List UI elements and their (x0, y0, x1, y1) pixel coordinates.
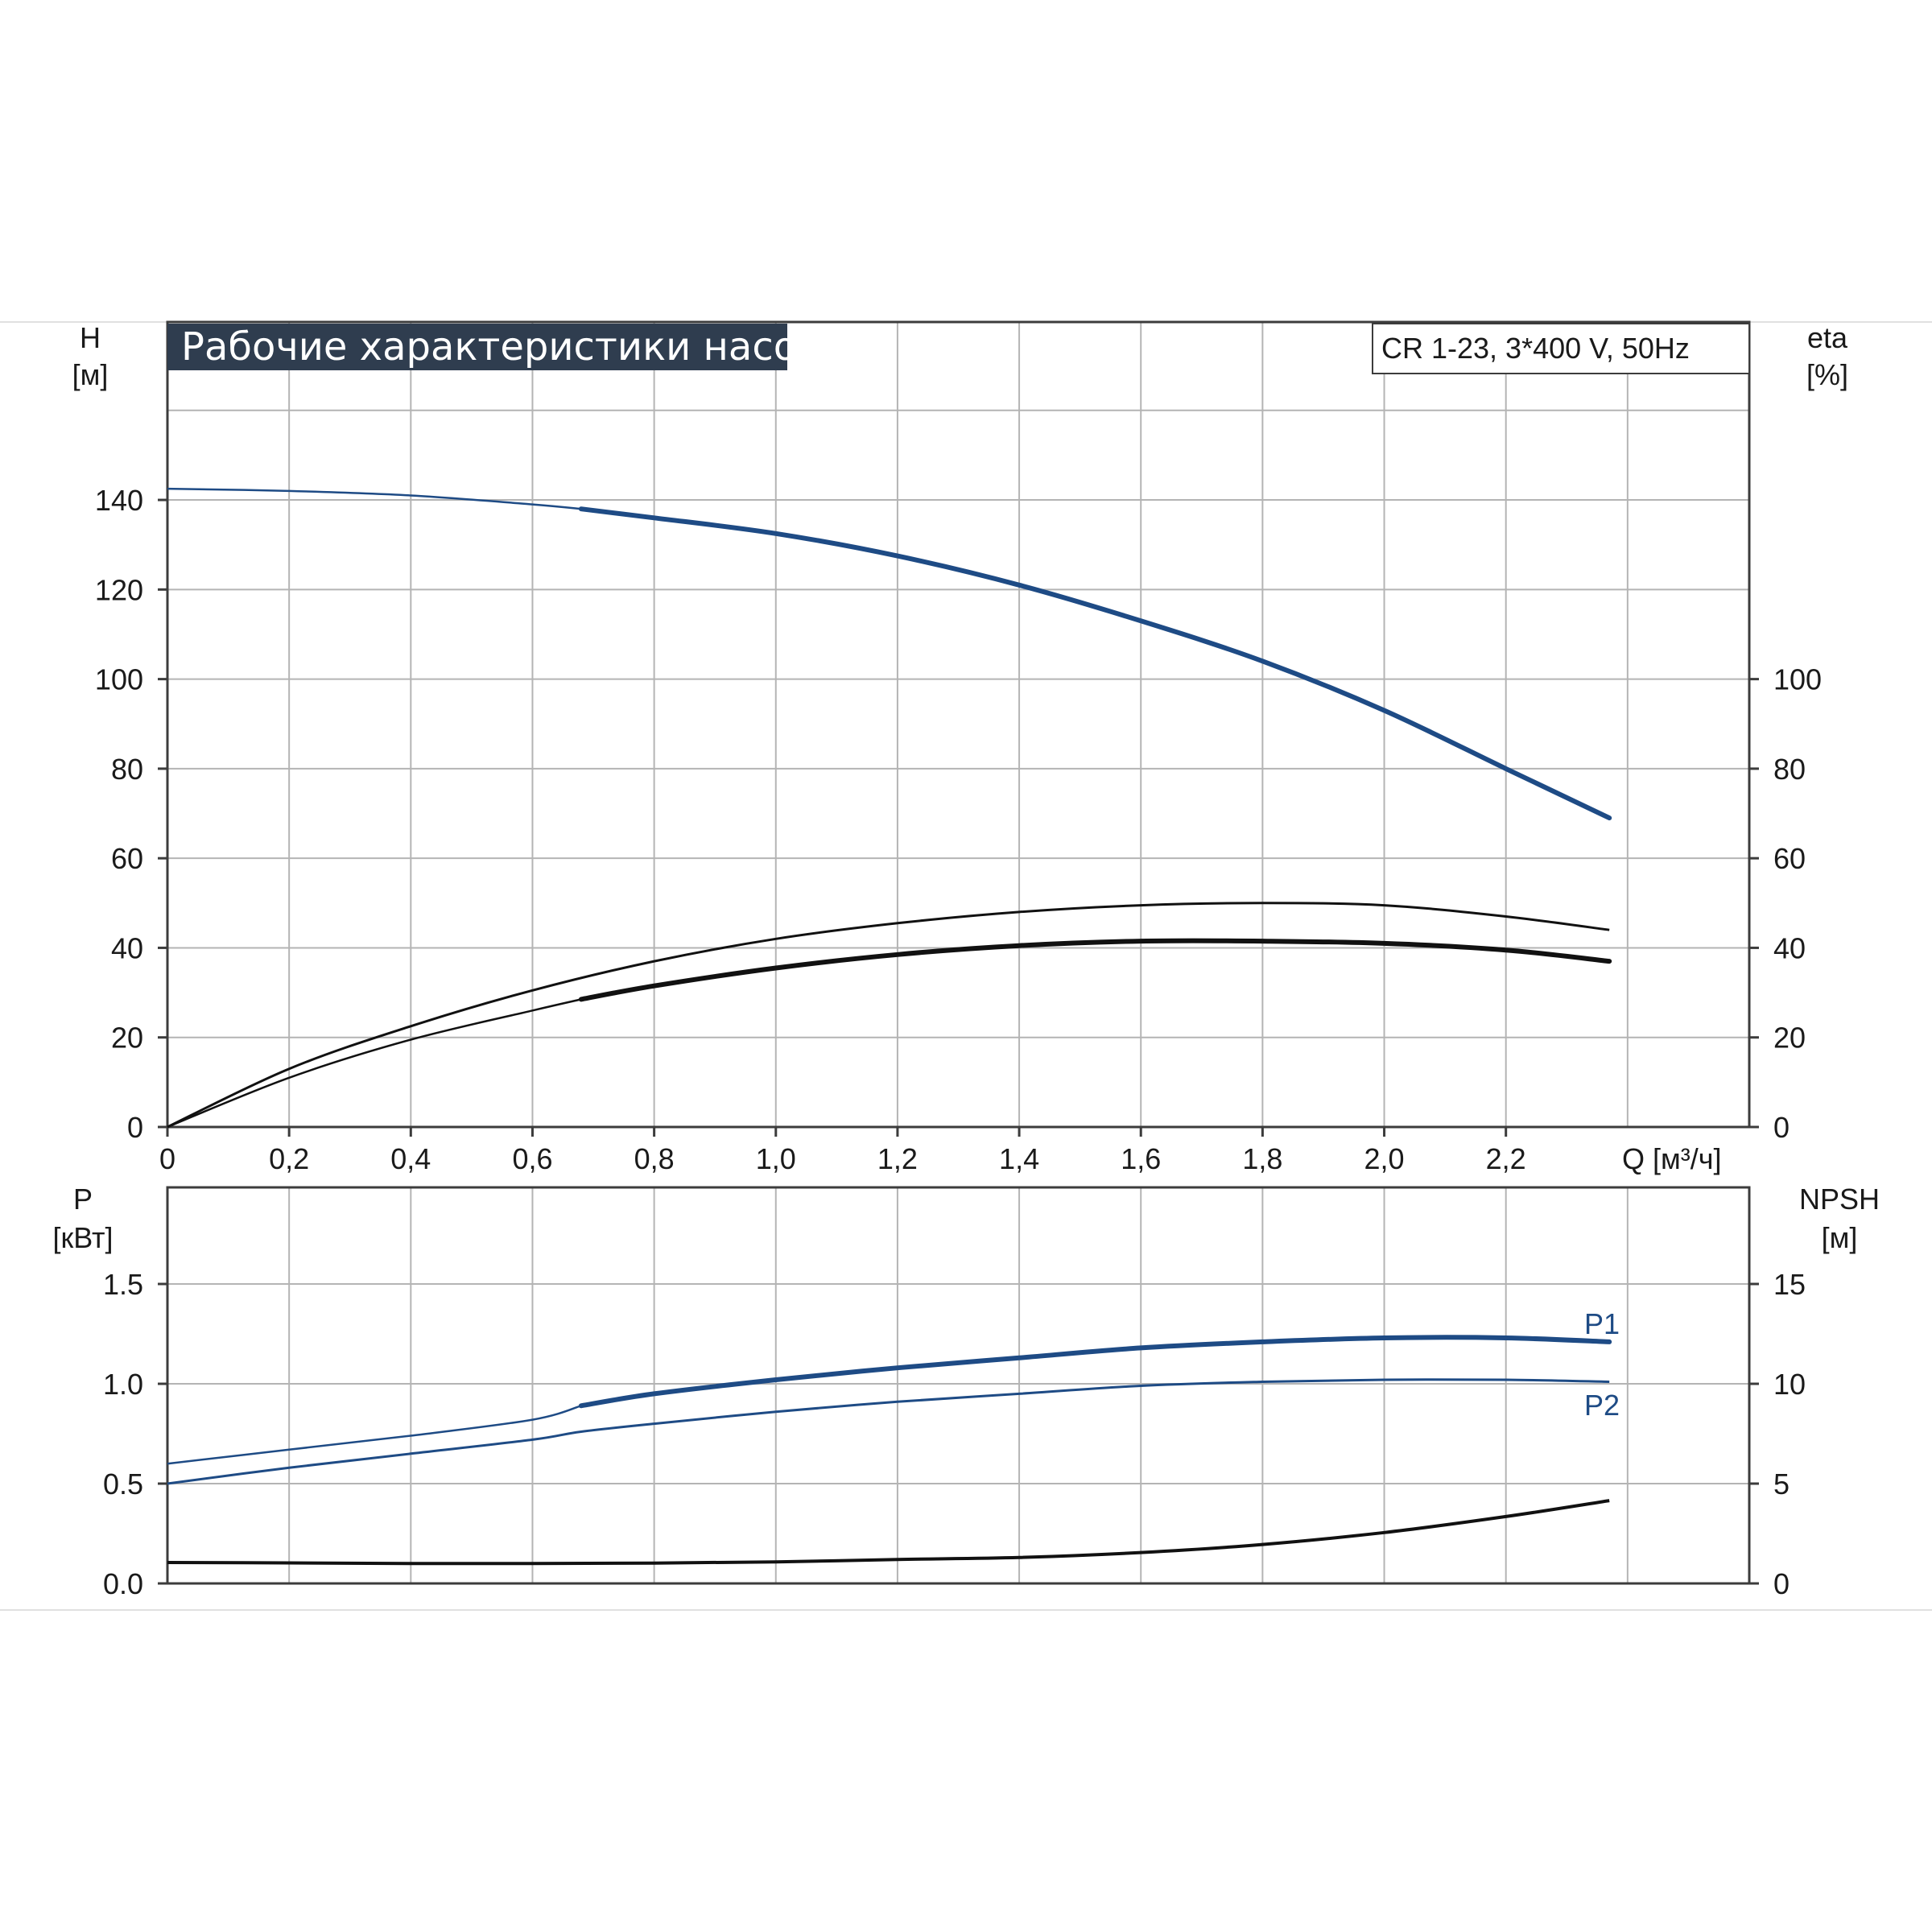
npsh-axis-unit: [м] (1822, 1221, 1858, 1254)
x-tick-label: 1,0 (756, 1142, 796, 1175)
x-tick-label: 1,6 (1121, 1142, 1161, 1175)
h-axis-unit: [м] (72, 358, 109, 391)
p2-series-label: P2 (1584, 1389, 1620, 1422)
lower-gridlines (167, 1187, 1750, 1584)
p-axis-unit: [кВт] (52, 1221, 113, 1254)
h-tick-label: 100 (95, 663, 143, 696)
npsh-axis-title: NPSH (1799, 1183, 1880, 1216)
x-tick-label: 0,6 (512, 1142, 552, 1175)
q-axis-title: Q [м³/ч] (1622, 1142, 1722, 1175)
head-curve-line-low (167, 487, 582, 510)
efficiency-lower-line (578, 938, 1612, 1002)
p-tick-label: 0.5 (103, 1468, 143, 1501)
x-tick-label: 1,8 (1242, 1142, 1282, 1175)
eta-tick-label: 40 (1773, 931, 1806, 964)
eta-tick-label: 60 (1773, 842, 1806, 875)
p1-curve-line-low (167, 1405, 582, 1465)
lower-series (167, 1335, 1612, 1566)
h-tick-label: 60 (111, 842, 143, 875)
eta-tick-label: 80 (1773, 753, 1806, 786)
x-tick-label: 2,0 (1364, 1142, 1405, 1175)
p-tick-label: 0.0 (103, 1567, 143, 1600)
p-tick-label: 1.5 (103, 1268, 143, 1301)
eta-tick-label: 20 (1773, 1022, 1806, 1055)
x-tick-label: 1,2 (877, 1142, 918, 1175)
h-tick-label: 20 (111, 1022, 143, 1055)
p1-curve-line (578, 1335, 1612, 1409)
x-tick-label: 0 (159, 1142, 175, 1175)
h-tick-label: 120 (95, 573, 143, 606)
upper-series (167, 487, 1612, 1129)
x-tick-label: 0,4 (390, 1142, 431, 1175)
eta-tick-label: 0 (1773, 1111, 1790, 1144)
npsh-tick-label: 5 (1773, 1468, 1790, 1501)
p-axis-title: P (73, 1183, 93, 1216)
npsh-tick-label: 0 (1773, 1567, 1790, 1600)
head-curve-line (578, 506, 1612, 821)
p1-series-label: P1 (1584, 1307, 1620, 1340)
npsh-tick-label: 15 (1773, 1268, 1806, 1301)
upper-plot-frame (166, 320, 1751, 1129)
npsh-tick-label: 10 (1773, 1368, 1806, 1401)
h-tick-label: 140 (95, 484, 143, 517)
h-axis-title: H (80, 321, 101, 354)
upper-gridlines (167, 322, 1750, 1128)
p2-curve-line (167, 1378, 1610, 1485)
upper-tick-labels: 0 0,2 0,4 0,6 0,8 1,0 1,2 1,4 1,6 1,8 2,0 2,2 0 20 40 6… (95, 484, 1822, 1175)
lower-tick-labels: 0.0 0.5 1.0 1.5 0 5 10 15 (103, 1268, 1806, 1600)
efficiency-upper-line (167, 902, 1610, 1129)
h-tick-label: 0 (127, 1111, 143, 1144)
p-tick-label: 1.0 (103, 1368, 143, 1401)
lower-plot-frame (166, 1186, 1751, 1585)
chart-title-box (167, 324, 787, 370)
x-tick-label: 2,2 (1486, 1142, 1526, 1175)
h-tick-label: 80 (111, 753, 143, 786)
chart-title: Рабочие характеристики насоса (181, 324, 842, 369)
chart-subtitle: CR 1-23, 3*400 V, 50Hz (1381, 332, 1690, 365)
x-tick-label: 1,4 (999, 1142, 1039, 1175)
eta-axis-unit: [%] (1806, 358, 1848, 391)
eta-tick-label: 100 (1773, 663, 1822, 696)
x-tick-label: 0,2 (269, 1142, 309, 1175)
chart-subtitle-box (1372, 323, 1750, 374)
eta-axis-title: eta (1807, 321, 1848, 354)
npsh-curve-line (167, 1499, 1610, 1566)
x-tick-label: 0,8 (634, 1142, 675, 1175)
efficiency-lower-line-low (167, 998, 582, 1129)
h-tick-label: 40 (111, 931, 143, 964)
